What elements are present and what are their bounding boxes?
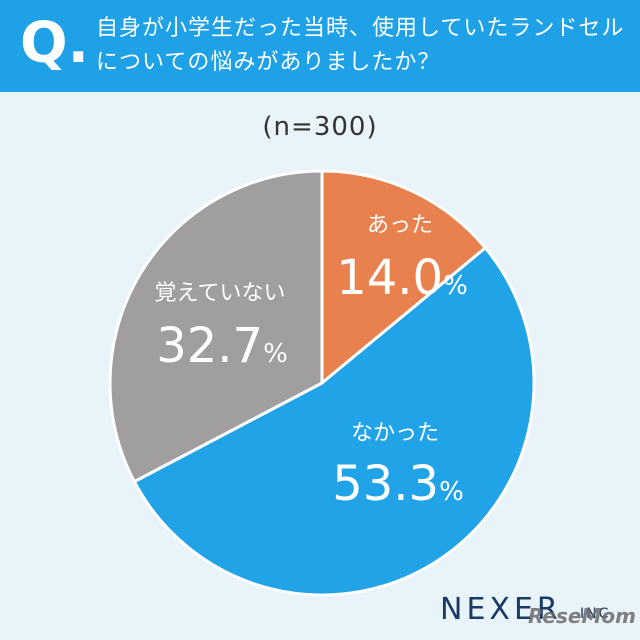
question-text: 自身が小学生だった当時、使用していたランドセル についての悩みがありましたか？ [96, 12, 626, 80]
question-line-1: 自身が小学生だった当時、使用していたランドセル [96, 16, 625, 41]
question-mark-label: Q. [20, 11, 89, 76]
slice-value-label: 53.3% [332, 456, 464, 512]
question-line-2: についての悩みがありましたか？ [96, 50, 441, 75]
logo-suffix: INC [580, 606, 611, 622]
sample-size-label: (n=300) [262, 112, 378, 142]
slice-label: なかった [351, 421, 439, 446]
logo-text: NEXER [440, 592, 562, 627]
pie-slice [320, 169, 488, 387]
slice-value-label: 32.7% [156, 318, 288, 374]
resemom-watermark: ReseMom [528, 604, 636, 628]
question-banner: Q. 自身が小学生だった当時、使用していたランドセル についての悩みがありました… [0, 0, 640, 92]
pie-slice [132, 245, 536, 597]
pie-slice [108, 169, 324, 484]
nexer-logo: NEXER INC [440, 586, 640, 640]
slice-label: あった [367, 213, 433, 238]
slice-label: 覚えていない [155, 281, 286, 306]
slice-value-label: 14.0% [336, 250, 468, 306]
